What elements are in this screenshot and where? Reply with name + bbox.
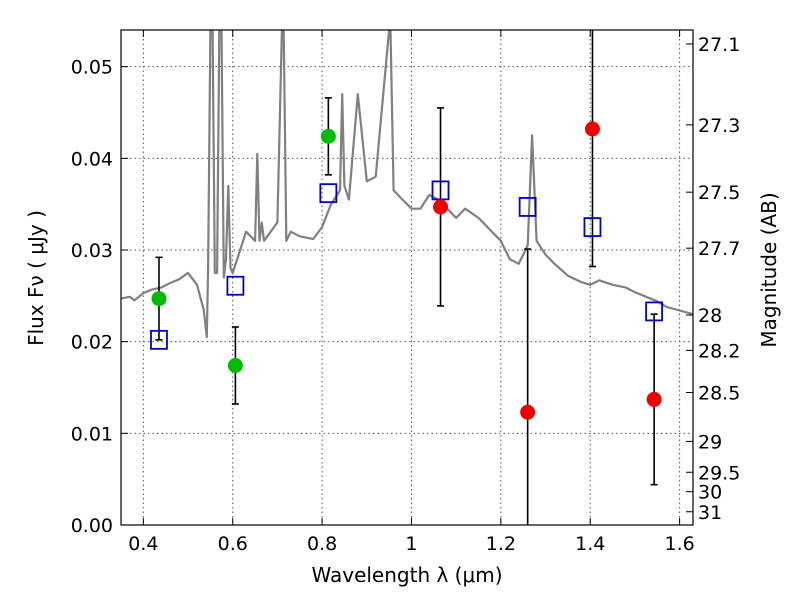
magnitude-tick-label: 29 xyxy=(698,431,722,453)
detection-point xyxy=(151,291,167,307)
x-tick-label: 0.8 xyxy=(307,533,337,555)
nondetection-point xyxy=(584,121,600,137)
model-square xyxy=(518,197,537,217)
magnitude-tick-label: 28 xyxy=(698,305,722,327)
magnitude-tick-label: 27.7 xyxy=(698,238,740,260)
magnitude-tick-label: 29.5 xyxy=(698,462,740,484)
spectrum-line xyxy=(121,30,693,339)
spectrum-layer xyxy=(121,30,693,339)
magnitude-tick-label: 30 xyxy=(698,482,722,504)
model-square xyxy=(645,301,664,322)
grid xyxy=(121,30,693,526)
magnitude-tick-label: 27.1 xyxy=(698,34,740,56)
magnitude-tick-label: 28.2 xyxy=(698,340,740,362)
y-tick-label: 0.02 xyxy=(71,332,113,354)
markers xyxy=(150,121,664,420)
nondetection-point xyxy=(646,391,662,407)
model-square xyxy=(319,183,338,204)
magnitude-tick-label: 28.5 xyxy=(698,383,740,405)
x-tick-label: 1.4 xyxy=(575,533,605,555)
detection-point xyxy=(227,358,243,373)
x-axis-title: Wavelength λ (μm) xyxy=(311,563,502,587)
magnitude-tick-label: 27.3 xyxy=(698,115,740,137)
x-tick-label: 0.4 xyxy=(128,533,158,555)
x-axis-ticks: 0.4 0.6 0.8 1 1.2 1.4 1.6 xyxy=(128,30,695,555)
detection-point xyxy=(320,128,336,144)
x-tick-label: 1.6 xyxy=(664,533,694,555)
y-tick-label: 0.00 xyxy=(71,515,113,537)
magnitude-tick-label: 31 xyxy=(698,502,722,524)
y-tick-label: 0.03 xyxy=(71,240,113,262)
magnitude-axis-title: Magnitude (AB) xyxy=(757,192,781,347)
magnitude-tick-label: 27.5 xyxy=(698,182,740,204)
plot-frame xyxy=(120,29,694,526)
y-axis-title: Flux Fν ( μJy ) xyxy=(24,210,48,346)
y-tick-label: 0.01 xyxy=(71,423,113,445)
model-square xyxy=(226,275,245,296)
x-tick-label: 1.2 xyxy=(486,533,516,555)
x-tick-label: 0.6 xyxy=(218,533,248,555)
x-tick-label: 1 xyxy=(405,533,417,555)
nondetection-point xyxy=(433,199,449,215)
error-bars xyxy=(155,30,658,525)
y-tick-label: 0.04 xyxy=(71,148,113,170)
model-square xyxy=(150,329,168,350)
y-axis-ticks: 0.00 0.01 0.02 0.03 0.04 0.05 xyxy=(71,57,128,537)
nondetection-point xyxy=(520,404,536,420)
y-tick-label: 0.05 xyxy=(71,57,113,79)
model-square xyxy=(583,217,602,237)
